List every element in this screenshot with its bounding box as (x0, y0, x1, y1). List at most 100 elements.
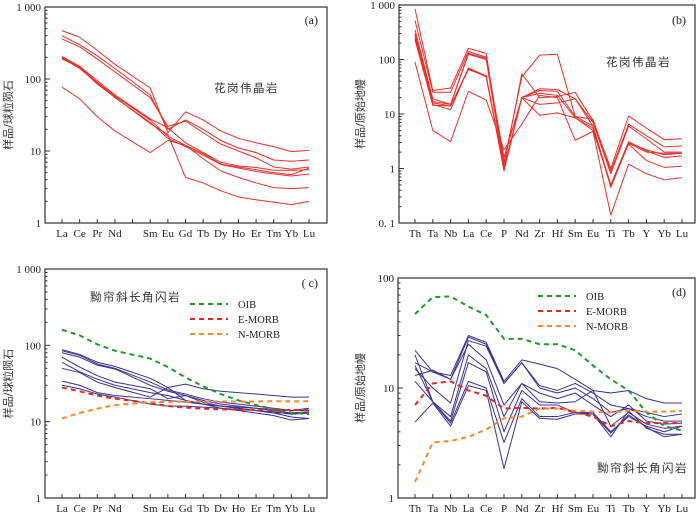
x-tick-label: Y (642, 228, 650, 240)
x-tick-label: Eu (162, 228, 175, 240)
series-line-sample-5 (61, 56, 310, 176)
legend-label-oib: OIB (586, 292, 604, 303)
x-tick-label: Ce (74, 228, 86, 240)
x-tick-label: Lu (303, 228, 316, 240)
series-line-sample-7 (414, 35, 683, 186)
series-line-sample-1 (414, 8, 683, 169)
x-tick-label: Th (409, 503, 422, 512)
x-tick-label: Yb (285, 503, 299, 512)
series-line-sample-6 (61, 367, 309, 398)
x-tick-label: Eu (587, 503, 600, 512)
series-line-sample-1 (414, 335, 682, 404)
x-tick-label: Tm (266, 503, 282, 512)
panel-tag: (d) (672, 285, 686, 299)
x-tick-label: Ce (480, 228, 492, 240)
x-tick-label: Lu (303, 503, 316, 512)
reference-line-n-morb (414, 407, 683, 483)
x-tick-label: Lu (676, 228, 689, 240)
y-tick-label: 1 000 (370, 0, 395, 12)
series-line-sample-8 (61, 86, 310, 190)
reference-line-e-morb (61, 386, 309, 412)
series-line-sample-7 (61, 380, 310, 420)
x-tick-label: Yb (657, 503, 671, 512)
panel-c: 1 10 100 1 000 La Ce Pr Nd Sm Eu Gd Tb Dy Ho Er Tm Yb Lu 样… (1, 264, 328, 512)
y-axis-label: 样品/原始地幔 (353, 79, 367, 149)
x-tick-label: Dy (214, 228, 228, 240)
plot-frame (44, 6, 328, 224)
legend-label-n-morb: N-MORB (586, 322, 628, 333)
x-tick-label: Sm (568, 228, 583, 240)
x-tick-label: Hf (552, 228, 564, 240)
series-line-sample-2 (61, 350, 310, 412)
panel-tag: (a) (305, 13, 318, 27)
x-tick-label: Nb (444, 503, 458, 512)
x-tick-label: Eu (162, 503, 175, 512)
x-tick-label: Gd (179, 503, 193, 512)
y-tick-label: 10 (384, 109, 396, 121)
reference-line-n-morb (61, 400, 309, 420)
x-tick-label: Yb (285, 228, 299, 240)
x-tick-label: La (56, 228, 68, 240)
x-tick-label: Zr (534, 503, 545, 512)
panel-b: 0. 1 1 10 100 1 000 Th Ta Nb La Ce P Nd Zr Hf Sm Eu Ti Tb… (353, 0, 696, 240)
y-tick-label: 100 (378, 273, 395, 285)
x-tick-label: Tb (622, 228, 635, 240)
rock-type-annotation: 黝帘斜长角闪岩 (597, 461, 688, 475)
y-tick-label: 100 (379, 55, 396, 67)
series-line-sample-2 (61, 35, 310, 162)
x-tick-label: Ti (606, 503, 615, 512)
series-line-sample-4 (61, 56, 310, 171)
series-line-sample-8 (414, 385, 683, 470)
panel-tag: (b) (672, 13, 686, 27)
x-tick-label: Gd (179, 228, 193, 240)
rock-type-annotation: 黝帘斜长角闪岩 (90, 290, 181, 304)
x-tick-label: La (463, 228, 475, 240)
y-tick-label: 1 (36, 493, 42, 505)
x-tick-label: Lu (676, 503, 689, 512)
x-tick-label: Tb (197, 228, 210, 240)
x-tick-label: Ce (480, 503, 492, 512)
panel-tag: ( c) (302, 276, 318, 290)
legend-label-e-morb: E-MORB (586, 307, 627, 318)
rock-type-annotation: 花岗伟晶岩 (214, 81, 279, 95)
x-tick-label: Tm (266, 228, 282, 240)
x-tick-label: Yb (657, 228, 671, 240)
x-tick-label: Nb (444, 228, 458, 240)
series-line-sample-6 (61, 57, 310, 177)
x-tick-label: Pr (92, 228, 102, 240)
rock-type-annotation: 花岗伟晶岩 (606, 55, 671, 69)
x-tick-label: Ti (606, 228, 615, 240)
x-tick-label: P (501, 228, 507, 240)
legend-label-n-morb: N-MORB (238, 330, 280, 341)
y-tick-label: 1 (389, 493, 395, 505)
legend: OIB E-MORB N-MORB (190, 300, 280, 341)
series-line-sample-4 (414, 343, 683, 425)
x-tick-label: Sm (568, 503, 583, 512)
legend: OIB E-MORB N-MORB (538, 292, 628, 333)
y-tick-label: 1 (390, 164, 396, 176)
y-tick-label: 100 (25, 340, 42, 352)
y-tick-label: 10 (30, 417, 42, 429)
x-tick-label: Sm (143, 503, 158, 512)
x-tick-label: Ho (232, 503, 246, 512)
y-axis-label: 样品/球粒陨石 (1, 349, 15, 419)
series-line-sample-5 (61, 361, 310, 421)
y-tick-label: 0. 1 (379, 218, 396, 230)
x-tick-label: Nd (515, 228, 529, 240)
x-tick-label: Nd (515, 503, 529, 512)
x-tick-label: Ta (427, 228, 438, 240)
x-tick-label: Ce (74, 503, 86, 512)
x-tick-label: Ta (427, 503, 438, 512)
x-tick-label: Tb (197, 503, 210, 512)
x-tick-label: Sm (143, 228, 158, 240)
x-tick-label: Er (251, 228, 262, 240)
y-axis-label: 样品/原始地幔 (353, 353, 367, 423)
x-tick-label: Hf (552, 503, 564, 512)
x-tick-label: Y (642, 503, 650, 512)
x-tick-label: La (56, 503, 68, 512)
y-tick-label: 100 (25, 74, 42, 86)
reference-line-e-morb (414, 380, 682, 428)
series-line-sample-2 (414, 20, 683, 172)
reference-line-oib (414, 295, 683, 432)
